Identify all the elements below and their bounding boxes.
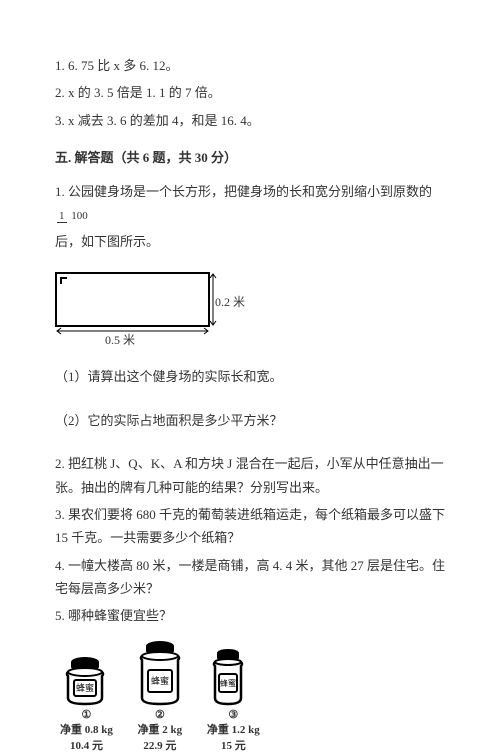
jar-2-icon: 蜂蜜 [133, 638, 187, 706]
problem-1-part-b: 后，如下图所示。 [55, 230, 445, 253]
jar-1: 蜂蜜 ① 净重 0.8 kg 10.4 元 [60, 654, 113, 754]
section-5-heading: 五. 解答题（共 6 题，共 30 分） [55, 146, 445, 169]
jar-3-number: ③ [207, 708, 260, 723]
equation-3: 3. x 减去 3. 6 的差加 4，和是 16. 4。 [55, 109, 445, 132]
fraction-numerator: 1 [57, 210, 67, 223]
jar-1-price: 10.4 元 [60, 739, 113, 754]
problem-2: 2. 把红桃 J、Q、K、A 和方块 J 混合在一起后，小军从中任意抽出一张。抽… [55, 452, 445, 499]
rectangle-figure: 0.2 米 0.5 米 [55, 272, 255, 352]
jar-2-number: ② [133, 708, 187, 723]
problem-4: 4. 一幢大楼高 80 米，一楼是商铺，高 4. 4 米，其他 27 层是住宅。… [55, 554, 445, 601]
jar-1-icon: 蜂蜜 [60, 654, 110, 706]
problem-1-text: 1. 公园健身场是一个长方形，把健身场的长和宽分别缩小到原数的 1 100 [55, 180, 445, 227]
honey-jars-figure: 蜂蜜 ① 净重 0.8 kg 10.4 元 蜂蜜 ② 净重 2 kg 22 [55, 638, 445, 754]
jar-2-weight: 净重 2 kg [133, 723, 187, 738]
width-dimension-line [55, 327, 210, 339]
svg-text:蜂蜜: 蜂蜜 [76, 682, 94, 693]
jar-2: 蜂蜜 ② 净重 2 kg 22.9 元 [133, 638, 187, 754]
jar-1-number: ① [60, 708, 113, 723]
rectangle-box [55, 272, 210, 327]
fraction-1-100: 1 100 [57, 210, 90, 222]
svg-text:蜂蜜: 蜂蜜 [220, 678, 236, 688]
jar-3-weight: 净重 1.2 kg [207, 723, 260, 738]
problem-1-sub-2: （2）它的实际占地面积是多少平方米？ [55, 409, 445, 432]
jar-2-price: 22.9 元 [133, 739, 187, 754]
height-label: 0.2 米 [215, 292, 245, 314]
jar-3-price: 15 元 [207, 739, 260, 754]
jar-3-icon: 蜂蜜 [207, 646, 249, 706]
problem-3: 3. 果农们要将 680 千克的葡萄装进纸箱运走，每个纸箱最多可以盛下 15 千… [55, 503, 445, 550]
svg-text:蜂蜜: 蜂蜜 [151, 675, 169, 686]
problem-1-part-a: 1. 公园健身场是一个长方形，把健身场的长和宽分别缩小到原数的 [55, 184, 432, 199]
jar-3: 蜂蜜 ③ 净重 1.2 kg 15 元 [207, 646, 260, 754]
equation-2: 2. x 的 3. 5 倍是 1. 1 的 7 倍。 [55, 81, 445, 104]
jar-1-weight: 净重 0.8 kg [60, 723, 113, 738]
problem-1-sub-1: （1）请算出这个健身场的实际长和宽。 [55, 365, 445, 388]
equation-1: 1. 6. 75 比 x 多 6. 12。 [55, 54, 445, 77]
problem-5: 5. 哪种蜂蜜便宜些？ [55, 604, 445, 627]
fraction-denominator: 100 [69, 210, 90, 222]
